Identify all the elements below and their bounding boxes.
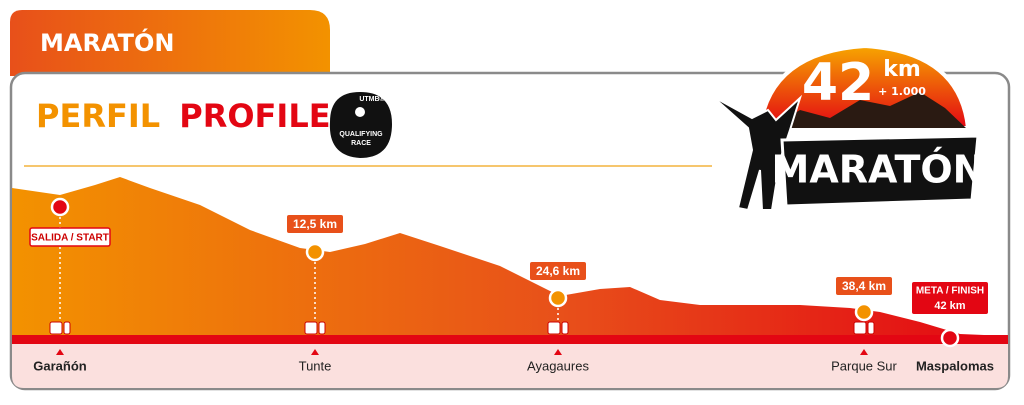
checkpoint-sublabel: 42 km bbox=[934, 300, 965, 312]
place-name: Tunte bbox=[299, 358, 332, 373]
label-box bbox=[912, 282, 988, 314]
water-icon bbox=[63, 321, 71, 335]
checkpoint-marker bbox=[50, 197, 70, 217]
place-arrow bbox=[311, 349, 319, 355]
label-box bbox=[287, 215, 343, 233]
label-box bbox=[836, 277, 892, 295]
checkpoint-label: SALIDA / START bbox=[31, 233, 109, 244]
badge-top: UTMB® bbox=[359, 95, 385, 103]
place-strip bbox=[12, 344, 1008, 388]
water-icon bbox=[318, 321, 326, 335]
checkpoint-label: 24,6 km bbox=[536, 264, 580, 278]
utmb-badge: UTMB® QUALIFYING RACE bbox=[329, 92, 392, 158]
place-name: Parque Sur bbox=[831, 358, 897, 373]
title: PERFIL PROFILE bbox=[36, 97, 331, 135]
checkpoint-marker bbox=[548, 288, 568, 308]
place-name: Maspalomas bbox=[916, 358, 994, 373]
checkpoint-label: 12,5 km bbox=[293, 217, 337, 231]
title-first: PERFIL bbox=[36, 97, 160, 135]
place-arrow bbox=[56, 349, 64, 355]
aid-icon bbox=[853, 321, 867, 335]
place-arrow bbox=[554, 349, 562, 355]
checkpoint-marker bbox=[940, 328, 960, 348]
logo-unit: km bbox=[883, 57, 921, 82]
water-icon bbox=[867, 321, 875, 335]
badge-line2: RACE bbox=[351, 140, 371, 147]
place-name: Ayagaures bbox=[527, 358, 589, 373]
water-icon bbox=[561, 321, 569, 335]
logo-name: MARATÓN bbox=[772, 148, 985, 192]
aid-icon bbox=[304, 321, 318, 335]
logo: 42 km + 1.000 MARATÓN bbox=[711, 43, 985, 212]
place-name: Garañón bbox=[33, 358, 87, 373]
logo-number: 42 bbox=[802, 53, 874, 113]
base-band bbox=[12, 335, 1008, 344]
tab bbox=[10, 10, 330, 76]
checkpoints: SALIDA / START Garañón 12,5 km Tunte 24,6 km… bbox=[29, 197, 994, 373]
label-box bbox=[29, 227, 111, 247]
aid-icon bbox=[49, 321, 63, 335]
title-second: PROFILE bbox=[179, 97, 330, 135]
place-arrow bbox=[860, 349, 868, 355]
badge-line1: QUALIFYING bbox=[339, 131, 383, 138]
tab-title: MARATÓN bbox=[40, 27, 175, 57]
checkpoint-label: META / FINISH bbox=[916, 286, 984, 297]
logo-elevation: + 1.000 bbox=[878, 85, 926, 98]
checkpoint-marker bbox=[854, 302, 874, 322]
aid-icon bbox=[547, 321, 561, 335]
checkpoint-marker bbox=[305, 242, 325, 262]
label-box bbox=[530, 262, 586, 280]
checkpoint-label: 38,4 km bbox=[842, 279, 886, 293]
elevation-profile bbox=[12, 177, 1008, 336]
